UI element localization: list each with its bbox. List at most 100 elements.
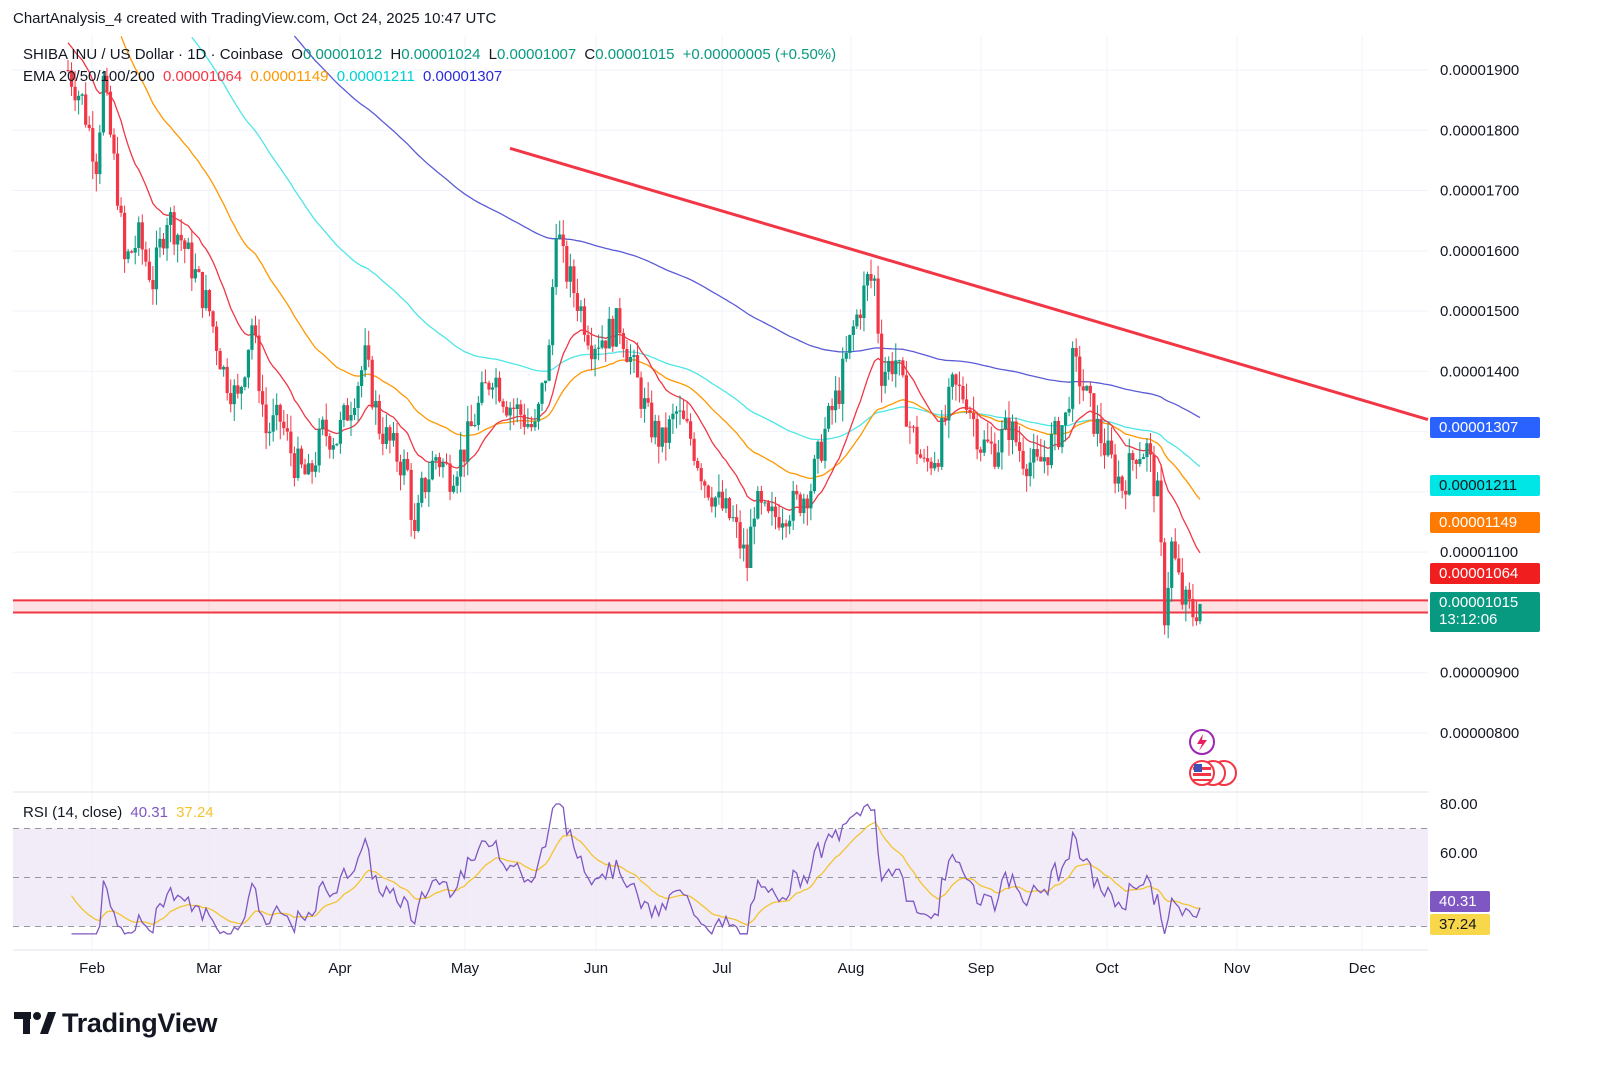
candle-body xyxy=(908,426,912,428)
candle-body xyxy=(494,377,498,388)
candle-body xyxy=(883,371,887,386)
candle-body xyxy=(66,70,70,71)
candle-body xyxy=(448,463,452,492)
candle-body xyxy=(565,246,569,282)
candle-body xyxy=(296,448,300,478)
candle-body xyxy=(1017,442,1022,451)
candle-body xyxy=(1095,418,1100,434)
candle-body xyxy=(310,463,314,472)
rsi-legend[interactable]: RSI (14, close) 40.31 37.24 xyxy=(23,804,218,821)
candle-body xyxy=(788,520,792,527)
tradingview-logo[interactable]: TradingView xyxy=(14,1006,218,1040)
candle-body xyxy=(816,441,820,459)
candle-body xyxy=(214,326,219,351)
candle-body xyxy=(710,497,714,507)
candle-body xyxy=(342,405,346,420)
candle-body xyxy=(183,240,187,249)
candle-body xyxy=(1046,457,1050,466)
candle-body xyxy=(954,374,958,385)
candle-body xyxy=(1035,449,1039,457)
candle-body xyxy=(897,360,901,362)
candle-body xyxy=(1173,541,1177,559)
descending-trendline[interactable] xyxy=(509,146,1429,422)
candle-body xyxy=(1152,454,1156,497)
candle-body xyxy=(933,463,937,469)
ema100-line xyxy=(191,36,1201,468)
candle-body xyxy=(706,485,710,498)
candle-body xyxy=(370,359,374,408)
candle-body xyxy=(890,360,894,375)
candle-body xyxy=(427,479,431,493)
candle-body xyxy=(834,390,838,411)
symbol-name: SHIBA INU / US Dollar · 1D · Coinbase xyxy=(23,46,284,63)
time-tick-label: Nov xyxy=(1224,960,1251,977)
us-flag-event-icons[interactable] xyxy=(1189,760,1237,786)
candle-body xyxy=(115,153,120,206)
candle-body xyxy=(1159,480,1163,543)
open-value: 0.00001012 xyxy=(302,46,383,63)
rsi-tick-label: 60.00 xyxy=(1440,845,1478,862)
candle-body xyxy=(416,502,420,531)
candle-body xyxy=(780,523,785,528)
candle-body xyxy=(745,544,749,568)
candle-body xyxy=(1134,460,1138,464)
candle-body xyxy=(1109,440,1114,455)
candle-body xyxy=(1180,572,1184,605)
candle-body xyxy=(243,377,247,387)
candle-body xyxy=(830,405,834,411)
time-tick-label: Jul xyxy=(712,960,731,977)
candle-body xyxy=(547,345,551,381)
candle-body xyxy=(975,419,979,450)
candle-body xyxy=(257,335,261,392)
candle-body xyxy=(154,247,159,290)
candle-body xyxy=(855,314,859,327)
candle-body xyxy=(126,251,130,260)
candle-body xyxy=(579,306,583,311)
time-tick-label: Apr xyxy=(328,960,351,977)
candle-body xyxy=(632,355,636,358)
candle-body xyxy=(819,441,824,461)
candle-body xyxy=(653,420,657,438)
candle-body xyxy=(575,293,579,311)
candle-body xyxy=(374,400,378,408)
ema-legend[interactable]: EMA 20/50/100/200 0.00001064 0.00001149 … xyxy=(23,68,506,85)
candle-body xyxy=(512,407,516,409)
candle-body xyxy=(1088,385,1092,394)
candle-body xyxy=(345,405,350,421)
candle-body xyxy=(964,399,969,410)
candle-body xyxy=(434,457,438,461)
candle-body xyxy=(696,460,700,469)
candle-body xyxy=(239,386,243,394)
candle-body xyxy=(689,421,693,439)
candle-body xyxy=(734,517,739,523)
time-axis[interactable]: Feb Mar Apr May Jun Jul Aug Sep Oct Nov Dec xyxy=(79,960,1376,977)
candle-body xyxy=(720,491,725,509)
ema50-line xyxy=(120,36,1201,500)
candle-body xyxy=(271,415,275,432)
candle-body xyxy=(282,421,286,429)
candle-body xyxy=(123,212,127,260)
candle-body xyxy=(193,269,197,279)
candle-body xyxy=(1155,480,1160,497)
candle-body xyxy=(1184,589,1188,605)
rsi-axis[interactable]: 80.00 60.00 xyxy=(1440,796,1478,862)
candle-body xyxy=(402,459,406,476)
candle-body xyxy=(809,491,813,509)
candle-body xyxy=(667,419,671,443)
candle-body xyxy=(473,424,477,427)
candle-body xyxy=(911,426,916,428)
lightning-event-icon[interactable] xyxy=(1189,729,1215,755)
candle-body xyxy=(1049,433,1054,466)
candle-body xyxy=(731,517,735,519)
candle-body xyxy=(519,404,523,415)
candle-body xyxy=(437,457,442,468)
candle-body xyxy=(331,445,335,450)
candle-body xyxy=(200,272,205,309)
candle-body xyxy=(996,452,1000,467)
price-axis[interactable]: 0.00001900 0.00001800 0.00001700 0.00001600… xyxy=(1440,62,1519,742)
candle-body xyxy=(356,386,360,408)
candle-body xyxy=(299,448,304,465)
symbol-legend[interactable]: SHIBA INU / US Dollar · 1D · Coinbase O0… xyxy=(23,46,840,63)
candle-body xyxy=(703,481,707,486)
